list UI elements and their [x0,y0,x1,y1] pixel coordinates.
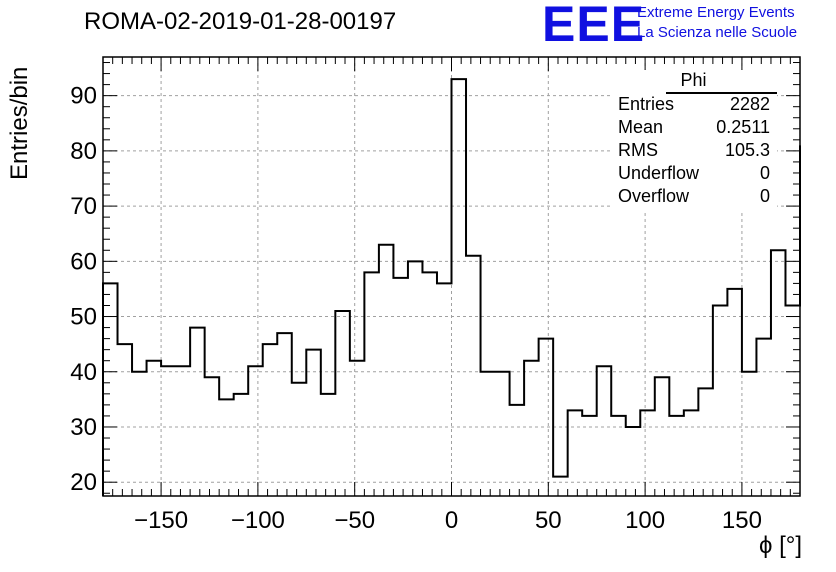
stats-key: Entries [618,94,675,114]
stats-value: 2282 [729,94,770,114]
y-tick-label: 20 [70,469,97,496]
y-tick-labels: 20 30 40 50 60 70 80 90 [70,83,97,497]
y-tick-label: 40 [70,359,97,386]
stats-key: Mean [618,117,664,137]
logo-line-2: La Scienza nelle Scuole [637,24,798,41]
x-tick-label: 50 [535,507,562,534]
x-tick-label: −150 [134,507,188,534]
stats-value: 0.2511 [716,117,770,137]
y-tick-label: 90 [70,83,97,110]
stats-value: 0 [759,163,770,183]
stats-value: 0 [759,186,770,206]
x-tick-labels: −150 −100 −50 0 50 100 150 [134,507,762,534]
x-tick-label: 0 [445,507,458,534]
stats-title: Phi [680,70,707,90]
y-axis-label: Entries/bin [6,66,33,180]
y-tick-label: 30 [70,414,97,441]
x-tick-label: 150 [722,507,762,534]
x-tick-label: −100 [231,507,285,534]
stats-key: Underflow [618,163,700,183]
x-tick-label: −50 [334,507,375,534]
y-tick-label: 70 [70,193,97,220]
y-tick-label: 60 [70,248,97,275]
y-tick-label: 50 [70,304,97,331]
stats-title-underline [666,92,777,94]
histogram-step-line [102,78,801,496]
y-tick-label: 80 [70,138,97,165]
run-title: ROMA-02-2019-01-28-00197 [84,8,397,35]
axis-ticks [103,57,800,496]
x-tick-label: 100 [625,507,665,534]
stats-key: Overflow [618,186,690,206]
stats-box: Phi Entries 2282 Mean 0.2511 RMS 105.3 U… [610,70,777,212]
stats-key: RMS [618,140,658,160]
stats-value: 105.3 [724,140,770,160]
eee-logo: EEE [542,0,646,52]
x-axis-label: ϕ [°] [758,532,802,559]
logo-line-1: Extreme Energy Events [637,4,795,21]
